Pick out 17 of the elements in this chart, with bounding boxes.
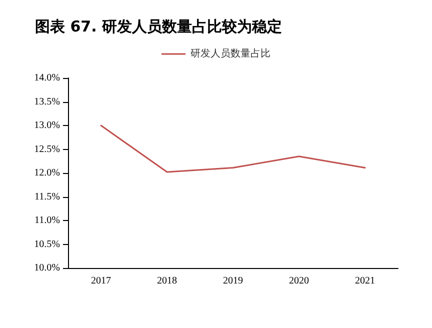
x-tick-label: 2017 xyxy=(91,276,111,286)
y-tick-label: 10.0% xyxy=(34,262,60,274)
y-tick-label: 10.5% xyxy=(34,238,60,250)
x-tick-label: 2020 xyxy=(289,276,309,286)
y-tick-label: 11.5% xyxy=(34,191,60,202)
y-tick-label: 13.5% xyxy=(34,96,60,108)
x-tick-label: 2019 xyxy=(223,276,243,286)
y-tick-label: 13.0% xyxy=(34,120,60,131)
y-tick-label: 11.0% xyxy=(34,215,60,226)
y-tick-label: 14.0% xyxy=(34,72,60,84)
y-tick-label: 12.5% xyxy=(34,144,60,155)
y-tick-label: 12.0% xyxy=(34,168,60,178)
legend-label: 研发人员数量占比 xyxy=(190,48,270,60)
line-series xyxy=(100,124,366,173)
chart-title: 图表 67. 研发人员数量占比较为稳定 xyxy=(35,18,282,36)
x-tick-label: 2018 xyxy=(157,276,177,286)
x-tick-label: 2021 xyxy=(355,276,375,286)
